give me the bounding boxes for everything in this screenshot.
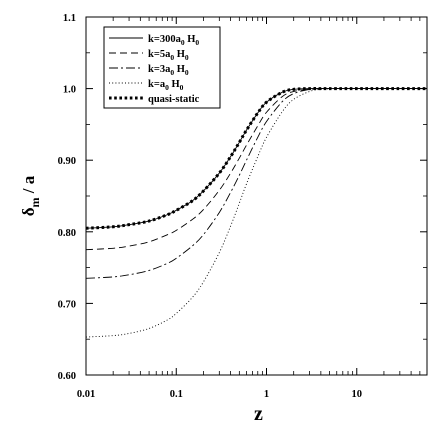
x-tick-label: 0.01: [77, 389, 95, 400]
legend-text-part: H: [174, 49, 185, 60]
legend-entry: k=5a0 H0: [148, 49, 189, 62]
legend-entry: k=3a0 H0: [148, 64, 189, 77]
x-tick-label: 1: [264, 389, 269, 400]
legend-text-part: k=3a: [148, 64, 171, 75]
legend-text-part: k=5a: [148, 49, 171, 60]
series-line-dashdot: [85, 88, 427, 279]
legend-subscript: 0: [181, 38, 185, 47]
y-tick-label: 0.90: [58, 156, 76, 167]
legend-subscript: 0: [185, 53, 189, 62]
axis-ticks: 0.01 0.1 1 10 0.60 0.70 0.80 0.90 1.0 1.1: [58, 13, 428, 400]
y-title-suffix: / a: [19, 175, 38, 197]
legend-box: [103, 26, 221, 109]
legend-subscript: 0: [180, 83, 184, 92]
legend-subscript: 0: [185, 68, 189, 77]
legend-text-part: k=300a: [148, 34, 182, 45]
x-axis-title: z: [254, 403, 263, 425]
x-tick-label: 10: [352, 389, 363, 400]
series-layer: [85, 87, 427, 338]
y-tick-label: 1.0: [63, 85, 76, 96]
x-tick-label: 0.1: [170, 389, 183, 400]
y-tick-label: 0.70: [58, 299, 76, 310]
series-line-solid: [85, 88, 427, 229]
legend-subscript: 0: [195, 38, 199, 47]
legend-entry: k=300a0 H0: [148, 34, 199, 47]
legend-subscript: 0: [170, 68, 174, 77]
legend-text-part: quasi-static: [148, 94, 200, 105]
y-tick-label: 0.60: [58, 371, 76, 382]
legend: k=300a0 H0k=5a0 H0k=3a0 H0k=a0 H0quasi-s…: [103, 26, 221, 109]
y-tick-label: 0.80: [58, 228, 76, 239]
series-line-dotted: [85, 88, 427, 338]
series-line-bold-dotted: [85, 87, 427, 230]
series-line-dashed: [85, 88, 427, 251]
legend-text-part: H: [169, 79, 180, 90]
legend-text-part: H: [185, 34, 196, 45]
axis-titles: z δm / a: [19, 175, 263, 425]
legend-entry: quasi-static: [148, 94, 200, 105]
legend-text-part: k=a: [148, 79, 166, 90]
y-tick-label: 1.1: [63, 13, 76, 24]
y-title-main: δ: [19, 207, 38, 216]
plot-frame: [85, 16, 428, 376]
legend-subscript: 0: [170, 53, 174, 62]
legend-text-part: H: [174, 64, 185, 75]
y-axis-title: δm / a: [19, 175, 42, 216]
legend-subscript: 0: [165, 83, 169, 92]
y-title-subscript: m: [28, 197, 42, 207]
legend-entry: k=a0 H0: [148, 79, 184, 92]
